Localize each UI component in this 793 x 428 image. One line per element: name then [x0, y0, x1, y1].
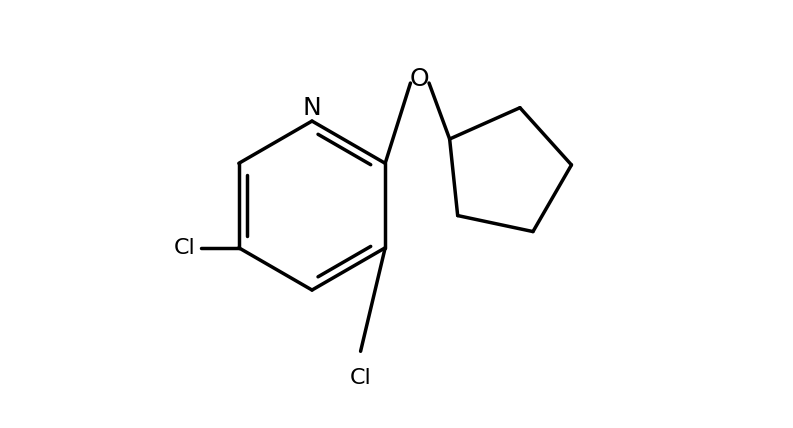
Text: O: O — [410, 67, 430, 91]
Text: Cl: Cl — [350, 368, 371, 388]
Text: N: N — [303, 96, 321, 120]
Text: Cl: Cl — [174, 238, 195, 258]
